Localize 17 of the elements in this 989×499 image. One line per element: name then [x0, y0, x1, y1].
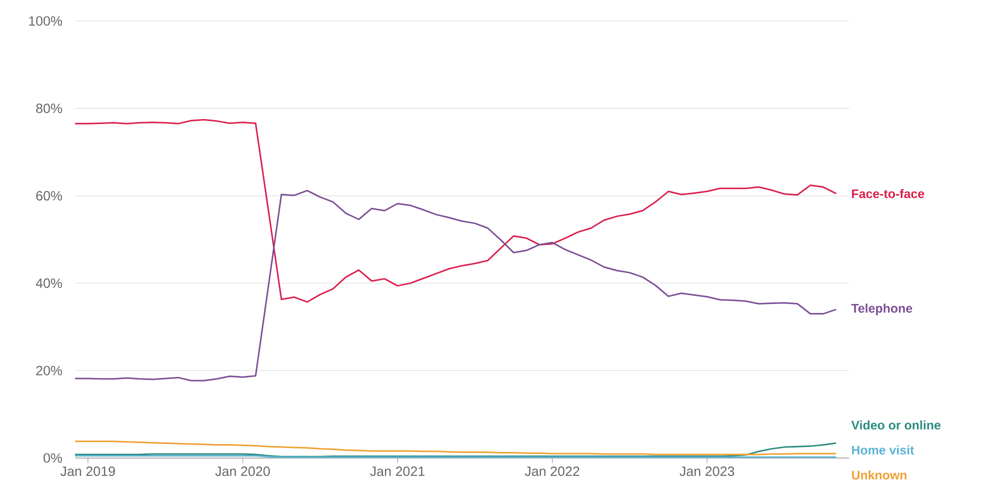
y-tick-label: 100%: [29, 16, 62, 26]
series-label: Unknown: [852, 470, 906, 480]
series-label: Face-to-face: [852, 189, 924, 198]
series-label: Home visit: [852, 445, 914, 455]
x-tick-label: Jan 2020: [215, 466, 270, 476]
series-label: Telephone: [851, 304, 912, 316]
x-tick-label: Jan 2021: [370, 466, 425, 476]
y-tick-label: 60%: [36, 191, 62, 201]
line-series: [74, 190, 837, 382]
x-tick-label: Jan 2023: [680, 466, 734, 476]
x-tick-label: Jan 2019: [60, 466, 115, 476]
y-tick-label: 80%: [36, 104, 62, 114]
y-tick-label: 20%: [36, 366, 62, 376]
y-tick-label: 40%: [36, 278, 62, 288]
x-tick-label: Jan 2022: [524, 466, 580, 476]
y-tick-label: 0%: [44, 453, 62, 463]
series-label: Video or online: [851, 420, 941, 430]
